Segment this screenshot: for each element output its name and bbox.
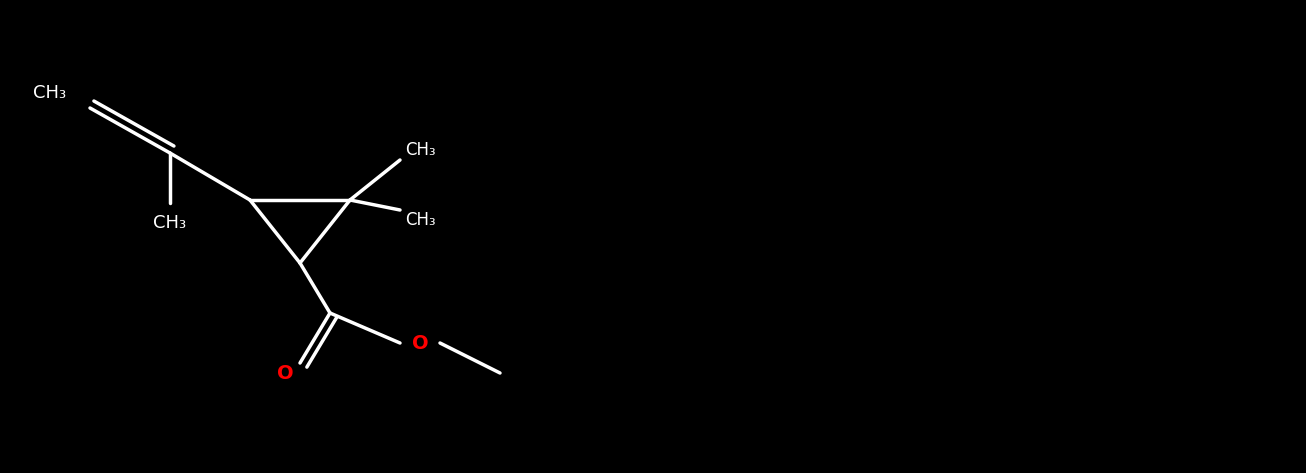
Text: O: O: [277, 363, 294, 383]
Text: O: O: [411, 333, 428, 352]
Text: CH₃: CH₃: [34, 84, 67, 102]
Text: CH₃: CH₃: [405, 141, 435, 159]
Text: CH₃: CH₃: [153, 214, 187, 232]
Text: CH₃: CH₃: [405, 211, 435, 229]
